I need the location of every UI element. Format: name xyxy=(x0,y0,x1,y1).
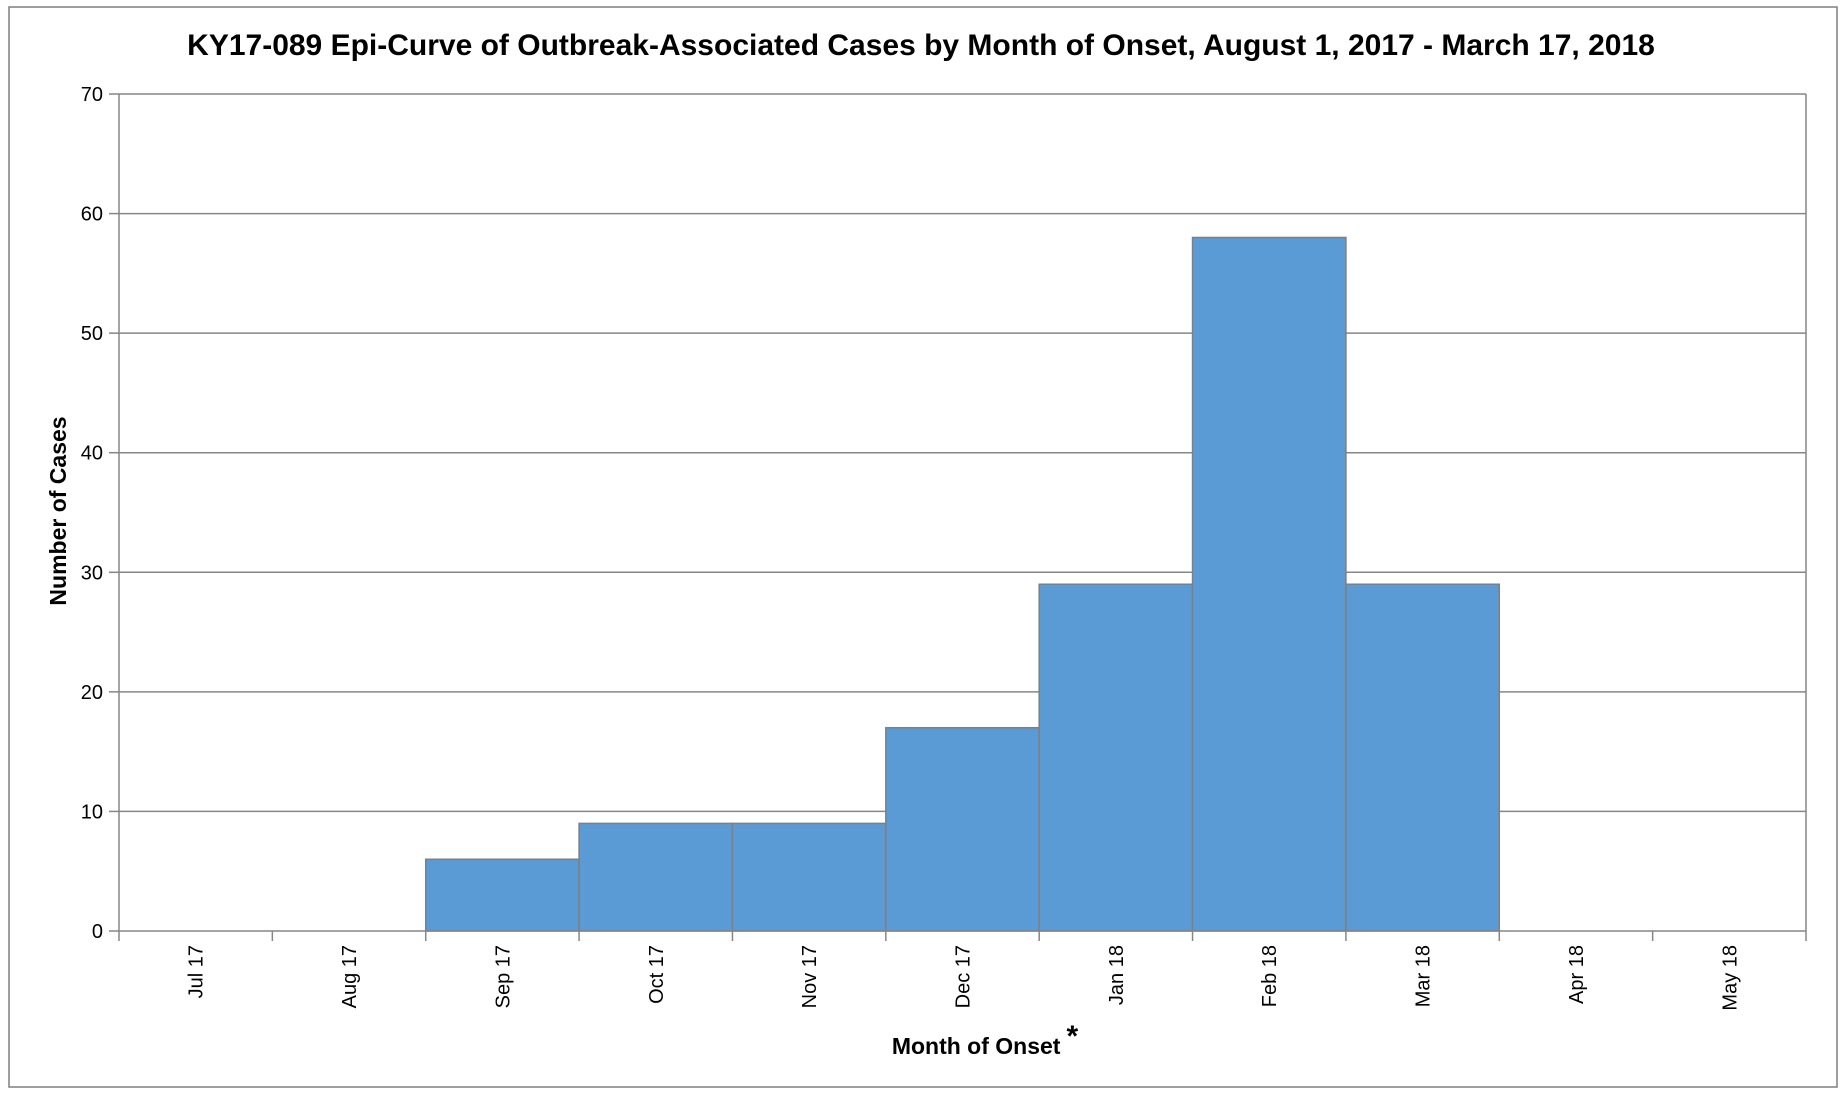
x-tick-label: Mar 18 xyxy=(1413,945,1435,1007)
bar-dec-17 xyxy=(885,726,1040,932)
y-tick-label: 20 xyxy=(81,682,103,704)
x-tick-label: Oct 17 xyxy=(646,945,668,1004)
x-tick-label: Nov 17 xyxy=(799,945,821,1008)
bar-oct-17 xyxy=(578,822,734,932)
bar-mar-18 xyxy=(1345,583,1501,932)
x-tick-label: Jan 18 xyxy=(1106,945,1128,1005)
x-tick-label: Sep 17 xyxy=(492,945,514,1008)
y-tick-label: 60 xyxy=(81,204,103,226)
y-tick-label: 40 xyxy=(81,443,103,465)
x-tick-label: Dec 17 xyxy=(953,945,975,1008)
x-tick-label: Aug 17 xyxy=(339,945,361,1008)
axes xyxy=(109,93,1807,941)
bars xyxy=(424,236,1501,932)
y-axis-title: Number of Cases xyxy=(45,416,71,605)
bar-nov-17 xyxy=(731,822,887,932)
x-tick-label: Apr 18 xyxy=(1566,945,1588,1004)
x-tick-label: May 18 xyxy=(1719,945,1741,1011)
x-tick-label: Feb 18 xyxy=(1259,945,1281,1007)
x-axis-title-marker: * xyxy=(1066,1020,1078,1053)
y-tick-label: 70 xyxy=(81,84,103,106)
x-axis-title: Month of Onset * xyxy=(892,1020,1079,1059)
y-tick-labels: 0 10 20 30 40 50 60 70 xyxy=(81,84,103,943)
bar-sep-17 xyxy=(424,858,580,932)
y-tick-label: 10 xyxy=(81,801,103,823)
x-axis-title-text: Month of Onset xyxy=(892,1033,1061,1059)
y-tick-label: 30 xyxy=(81,562,103,584)
y-tick-label: 0 xyxy=(92,921,103,943)
bar-jan-18 xyxy=(1038,583,1194,932)
x-tick-label: Jul 17 xyxy=(186,945,208,998)
gridlines xyxy=(119,93,1806,813)
bar-feb-18 xyxy=(1191,236,1347,932)
chart-title: KY17-089 Epi-Curve of Outbreak-Associate… xyxy=(187,29,1655,62)
y-tick-label: 50 xyxy=(81,323,103,345)
x-tick-labels: Jul 17 Aug 17 Sep 17 Oct 17 Nov 17 Dec 17 Jan … xyxy=(186,945,1742,1011)
